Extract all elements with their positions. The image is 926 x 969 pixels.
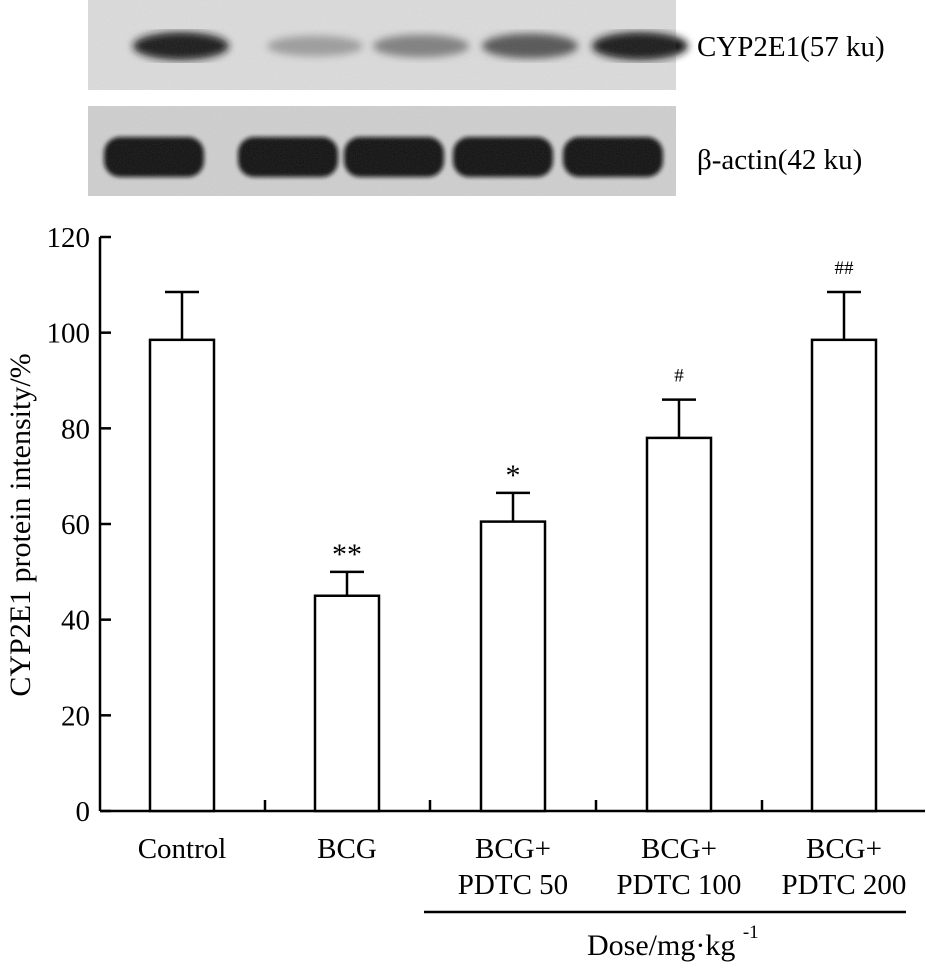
x-tick-label: BCG xyxy=(317,833,377,865)
bar xyxy=(313,594,381,813)
x-axis-label-superscript: -1 xyxy=(743,922,759,943)
significance-mark: * xyxy=(506,459,521,492)
x-axis-label-text: Dose/mg·kg xyxy=(587,929,735,962)
blot-row-beta-actin xyxy=(88,106,676,196)
y-tick-label: 40 xyxy=(61,605,90,637)
y-axis: 0 20 40 60 80 100 120 xyxy=(47,222,111,828)
bar xyxy=(479,520,547,813)
y-tick-label: 0 xyxy=(76,796,91,828)
blot-row-cyp2e1 xyxy=(88,0,688,90)
y-tick-label: 120 xyxy=(47,222,91,254)
x-tick-label: BCG+ xyxy=(641,833,717,865)
significance-mark: ## xyxy=(835,258,855,279)
bar xyxy=(148,338,216,813)
x-tick-label: BCG+ xyxy=(475,833,551,865)
bar-chart: 0 20 40 60 80 100 120 Control BCG BCG+ PDTC 50 BCG… xyxy=(4,222,925,962)
bar xyxy=(645,436,713,813)
x-tick-label: BCG+ xyxy=(806,833,882,865)
y-tick-label: 80 xyxy=(61,413,90,445)
y-tick-label: 20 xyxy=(61,700,90,732)
blot-label-cyp2e1: CYP2E1(57 ku) xyxy=(697,31,885,63)
x-axis-label: Dose/mg·kg -1 xyxy=(587,922,759,962)
significance-mark: # xyxy=(674,366,684,387)
x-tick-label: PDTC 50 xyxy=(458,869,568,901)
x-axis: Control BCG BCG+ PDTC 50 BCG+ PDTC 100 BCG+ PDT… xyxy=(100,800,925,901)
bar xyxy=(810,338,878,813)
x-tick-label: PDTC 200 xyxy=(782,869,907,901)
y-tick-label: 100 xyxy=(47,318,91,350)
bars: ***### xyxy=(148,258,878,813)
x-tick-label: Control xyxy=(138,833,227,865)
y-axis-label: CYP2E1 protein intensity/% xyxy=(4,353,37,696)
western-blot: CYP2E1(57 ku) β-actin(42 ku) xyxy=(88,0,885,196)
blot-label-beta-actin: β-actin(42 ku) xyxy=(697,144,862,176)
x-tick-label: PDTC 100 xyxy=(617,869,742,901)
y-tick-label: 60 xyxy=(61,509,90,541)
significance-mark: ** xyxy=(332,538,362,571)
